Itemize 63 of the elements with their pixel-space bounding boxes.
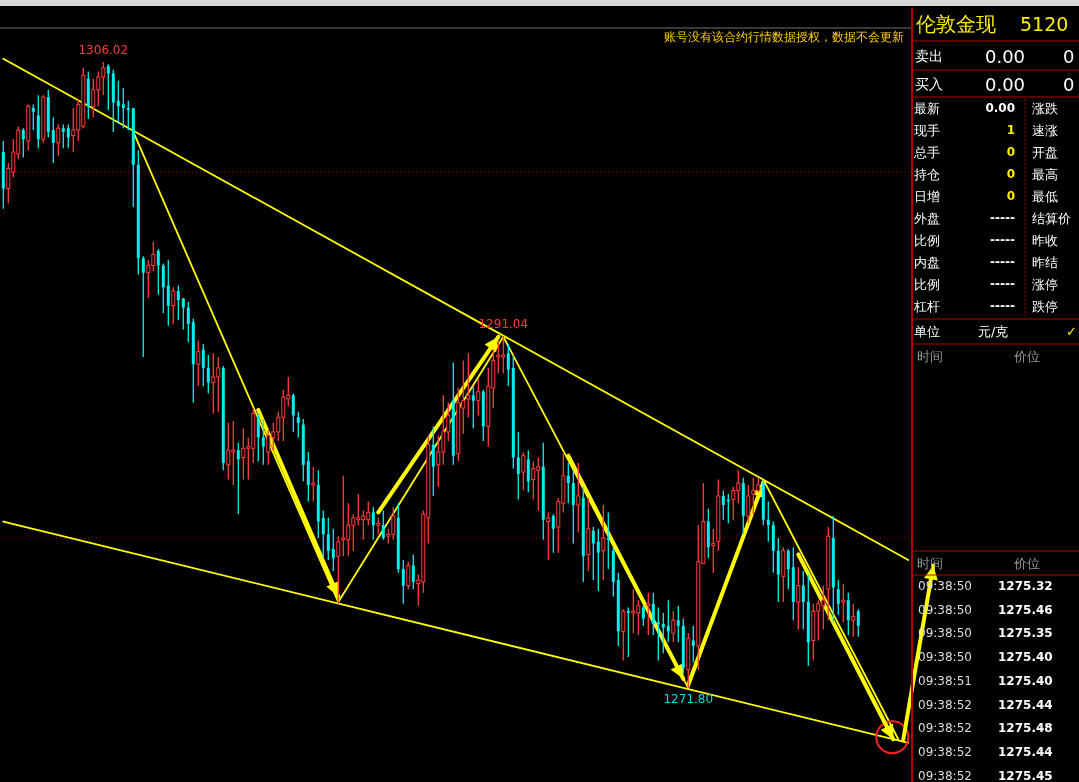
annotation: 杠杆 — [913, 298, 940, 314]
text: 伦敦金现 — [916, 12, 996, 36]
text: 1275.44 — [998, 744, 1053, 759]
text: 最低 — [1032, 188, 1058, 204]
text: 1275.45 — [998, 768, 1053, 782]
text: 0 — [1063, 73, 1075, 95]
annotation: 最新 — [914, 100, 940, 116]
text: 09:38:52 — [918, 721, 972, 736]
text: 昨收 — [1032, 232, 1058, 248]
text: 最高 — [1032, 166, 1058, 182]
annotation: 持仓 — [914, 166, 940, 182]
annotation: 1306.02 — [78, 43, 129, 57]
text: 开盘 — [1032, 144, 1058, 160]
text: 涨跌 — [1032, 100, 1058, 116]
text: ----- — [990, 211, 1016, 225]
text: 1 — [1006, 123, 1015, 137]
text: 0.00 — [985, 101, 1015, 115]
annotation: 现手 — [914, 122, 940, 138]
text: 账号没有该合约行情数据授权，数据不会更新 — [664, 30, 904, 44]
text: 1275.44 — [998, 697, 1053, 712]
annotation: 单位 — [914, 323, 940, 339]
text: 1275.46 — [998, 602, 1053, 617]
text: 0 — [1063, 45, 1075, 67]
annotation: 卖出 — [915, 48, 943, 64]
text: ----- — [990, 255, 1016, 269]
annotation: 1291.04 — [478, 317, 529, 332]
text: 跌停 — [1032, 298, 1058, 314]
text: 速涨 — [1032, 122, 1058, 138]
annotation: 内盘 — [914, 254, 940, 270]
annotation: 外盘 — [914, 210, 940, 226]
text: 0 — [1006, 145, 1015, 159]
text: 元/克 — [978, 323, 1009, 339]
text: 1275.40 — [998, 650, 1053, 665]
text: 0.00 — [984, 45, 1026, 67]
text: 价位 — [1013, 348, 1040, 364]
text: 0 — [1006, 189, 1015, 203]
text: 结算价 — [1032, 210, 1071, 226]
text: 1275.48 — [998, 721, 1053, 736]
text: 09:38:52 — [918, 697, 972, 712]
annotation: 总手 — [913, 144, 940, 160]
text: 1275.32 — [998, 579, 1053, 593]
annotation: 时间 — [917, 348, 943, 364]
text: 1275.35 — [998, 626, 1053, 641]
annotation: 比例 — [914, 276, 940, 292]
text: 昨结 — [1032, 254, 1058, 270]
text: 价位 — [1013, 555, 1040, 571]
text: 09:38:52 — [918, 744, 972, 759]
text: 1275.40 — [998, 673, 1053, 688]
text: 0.00 — [984, 73, 1026, 95]
text: 涨停 — [1032, 276, 1058, 292]
text: ----- — [990, 233, 1016, 247]
text: 5120 — [1020, 13, 1069, 35]
text: ✓ — [1066, 323, 1077, 339]
annotation: 1271.80 — [663, 692, 714, 706]
annotation: 日增 — [914, 188, 940, 204]
annotation: 买入 — [915, 76, 943, 92]
annotation: 比例 — [914, 232, 940, 248]
text: ----- — [990, 277, 1016, 291]
text: ----- — [990, 299, 1016, 313]
text: 09:38:52 — [918, 768, 972, 782]
annotation: 09:38:51 — [918, 673, 972, 688]
annotation: 时间 — [917, 555, 943, 571]
text: 0 — [1006, 167, 1015, 181]
